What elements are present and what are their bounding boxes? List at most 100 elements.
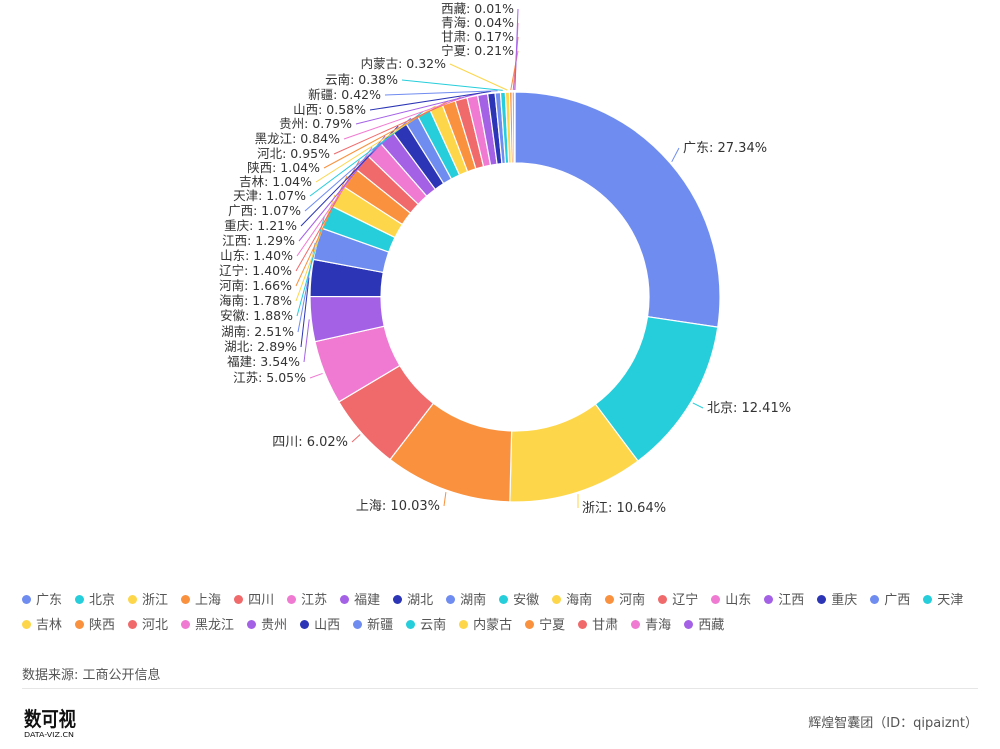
legend-label: 陕西 [89,618,116,633]
leader-line [303,319,310,363]
slice-label: 山西: 0.58% [293,102,366,117]
legend-item[interactable]: 重庆 [817,588,857,613]
leader-line [355,92,483,125]
legend-item[interactable]: 浙江 [128,588,168,613]
leader-line [692,402,704,409]
legend-item[interactable]: 广西 [870,588,910,613]
legend-item[interactable]: 上海 [181,588,221,613]
slice-label: 海南: 1.78% [219,293,292,308]
slice-labels: 广东: 27.34% 北京: 12.41% 浙江: 10.64% 上海: 10.03%… [219,1,791,516]
legend-swatch [605,595,615,604]
legend-item[interactable]: 内蒙古 [459,613,512,638]
legend-swatch [181,620,191,629]
legend-swatch [870,595,880,604]
legend-item[interactable]: 黑龙江 [181,613,234,638]
legend-label: 辽宁 [672,593,699,608]
legend-label: 安徽 [513,593,540,608]
legend-label: 上海 [195,593,222,608]
legend-item[interactable]: 江西 [764,588,804,613]
legend-label: 江苏 [301,593,328,608]
slice-label: 浙江: 10.64% [582,501,666,516]
legend-swatch [234,595,244,604]
legend-item[interactable]: 青海 [631,613,671,638]
legend-item[interactable]: 辽宁 [658,588,698,613]
slice-label: 内蒙古: 0.32% [361,56,447,71]
slice-label: 北京: 12.41% [707,401,791,416]
logo-wordmark: 数可视 [24,707,76,731]
legend-swatch [340,595,350,604]
legend-label: 河北 [142,618,169,633]
legend-swatch [128,595,138,604]
footer-divider [22,688,978,689]
legend-item[interactable]: 福建 [340,588,380,613]
slice-label: 四川: 6.02% [272,435,348,450]
legend-label: 贵州 [261,618,288,633]
leader-line [296,216,325,317]
legend-item[interactable]: 宁夏 [525,613,565,638]
legend-item[interactable]: 广东 [22,588,62,613]
legend-item[interactable]: 吉林 [22,613,62,638]
legend-swatch [817,595,827,604]
legend-item[interactable]: 天津 [923,588,963,613]
legend-item[interactable]: 山西 [300,613,340,638]
slice-label: 宁夏: 0.21% [441,43,514,58]
legend-item[interactable]: 江苏 [287,588,327,613]
data-source-note: 数据来源: 工商公开信息 [22,668,161,683]
leader-line [295,175,348,287]
slice-label: 重庆: 1.21% [224,218,297,233]
slice-label: 河南: 1.66% [219,278,292,293]
slice-label: 湖南: 2.51% [221,324,294,339]
leader-line [333,96,461,155]
legend-label: 北京 [89,593,116,608]
legend-swatch [711,595,721,604]
legend-swatch [525,620,535,629]
legend-label: 山西 [314,618,341,633]
legend-item[interactable]: 陕西 [75,613,115,638]
label-leader-lines [295,8,704,509]
legend-label: 广西 [884,593,911,608]
donut-slices [309,91,721,503]
leader-line [369,90,492,111]
legend-item[interactable]: 河北 [128,613,168,638]
leader-line [343,94,473,140]
leader-line [309,372,323,379]
slice-label: 天津: 1.07% [233,188,306,203]
legend-item[interactable]: 四川 [234,588,274,613]
slice-label: 福建: 3.54% [227,354,300,369]
slice-label: 广东: 27.34% [683,141,767,156]
leader-line [300,277,310,348]
legend-swatch [631,620,641,629]
leader-line [295,160,360,272]
legend-item[interactable]: 西藏 [684,613,724,638]
legend-label: 四川 [248,593,275,608]
legend-item[interactable]: 甘肃 [578,613,618,638]
legend-label: 山东 [725,593,752,608]
legend-label: 吉林 [36,618,63,633]
legend-label: 青海 [645,618,672,633]
legend-item[interactable]: 新疆 [353,613,393,638]
slice-label: 新疆: 0.42% [308,87,381,102]
legend-label: 内蒙古 [473,618,513,633]
legend-item[interactable]: 北京 [75,588,115,613]
legend-item[interactable]: 河南 [605,588,645,613]
legend-item[interactable]: 云南 [406,613,446,638]
legend-label: 重庆 [831,593,858,608]
legend-label: 河南 [619,593,646,608]
slice-label: 黑龙江: 0.84% [255,131,341,146]
leader-line [671,147,680,163]
legend-item[interactable]: 贵州 [247,613,287,638]
legend-item[interactable]: 安徽 [499,588,539,613]
slice-label: 江苏: 5.05% [233,370,306,385]
legend-item[interactable]: 湖北 [393,588,433,613]
legend-label: 福建 [354,593,381,608]
leader-line [443,492,447,507]
legend-label: 湖南 [460,593,487,608]
legend-item[interactable]: 海南 [552,588,592,613]
legend-swatch [552,595,562,604]
legend-item[interactable]: 湖南 [446,588,486,613]
slice-label: 陕西: 1.04% [247,160,320,175]
slice-label: 云南: 0.38% [325,72,398,87]
slice-label: 河北: 0.95% [257,146,330,161]
legend-label: 云南 [420,618,447,633]
legend-item[interactable]: 山东 [711,588,751,613]
